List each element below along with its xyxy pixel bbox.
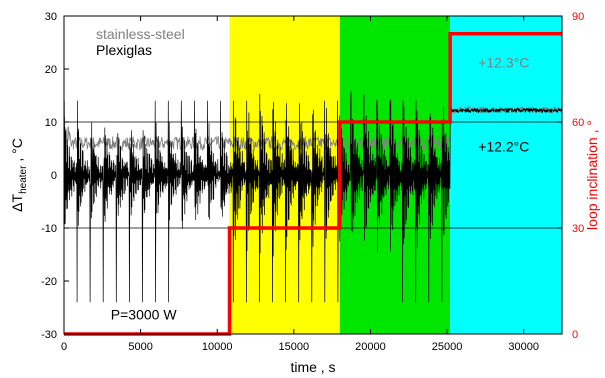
x-axis-label: time , s bbox=[290, 359, 335, 375]
y-right-tick-label: 90 bbox=[572, 11, 584, 23]
y-right-tick-label: 30 bbox=[572, 223, 584, 235]
x-tick-label: 5000 bbox=[128, 341, 152, 353]
y-left-axis-label: ΔTheater , °C bbox=[9, 138, 29, 212]
annotation-power: P=3000 W bbox=[111, 307, 178, 323]
y-left-tick-label: -30 bbox=[41, 329, 57, 341]
x-tick-label: 20000 bbox=[355, 341, 386, 353]
legend-plexiglas: Plexiglas bbox=[96, 42, 152, 58]
x-axis-ticks: 0 5000 10000 15000 20000 25000 30000 bbox=[61, 16, 539, 353]
y-left-tick-label: 30 bbox=[45, 11, 57, 23]
line-loop-inclination bbox=[64, 31, 562, 336]
y-right-axis-label: loop inclination , ° bbox=[584, 120, 600, 230]
x-tick-label: 25000 bbox=[432, 341, 463, 353]
band-3 bbox=[450, 16, 562, 334]
x-tick-label: 30000 bbox=[508, 341, 539, 353]
x-tick-label: 10000 bbox=[202, 341, 233, 353]
y-right-axis-ticks: 0 30 60 90 bbox=[557, 11, 584, 341]
y-left-tick-label: 10 bbox=[45, 117, 57, 129]
x-tick-label: 0 bbox=[61, 341, 67, 353]
y-left-tick-label: -20 bbox=[41, 276, 57, 288]
x-tick-label: 15000 bbox=[279, 341, 310, 353]
y-left-axis-ticks: -30 -20 -10 0 10 20 30 bbox=[41, 11, 69, 341]
annotation-plexiglas-rise: +12.2°C bbox=[478, 139, 529, 155]
annotation-stainless-steel-rise: +12.3°C bbox=[478, 54, 529, 70]
line-plexiglas bbox=[63, 91, 563, 303]
y-right-tick-label: 60 bbox=[572, 117, 584, 129]
legend-stainless-steel: stainless-steel bbox=[96, 26, 185, 42]
y-left-tick-label: 20 bbox=[45, 64, 57, 76]
series-loop-inclination bbox=[64, 31, 562, 336]
series-plexiglas bbox=[63, 91, 563, 303]
y-left-tick-label: 0 bbox=[51, 170, 57, 182]
y-right-tick-label: 0 bbox=[572, 329, 578, 341]
y-left-tick-label: -10 bbox=[41, 223, 57, 235]
